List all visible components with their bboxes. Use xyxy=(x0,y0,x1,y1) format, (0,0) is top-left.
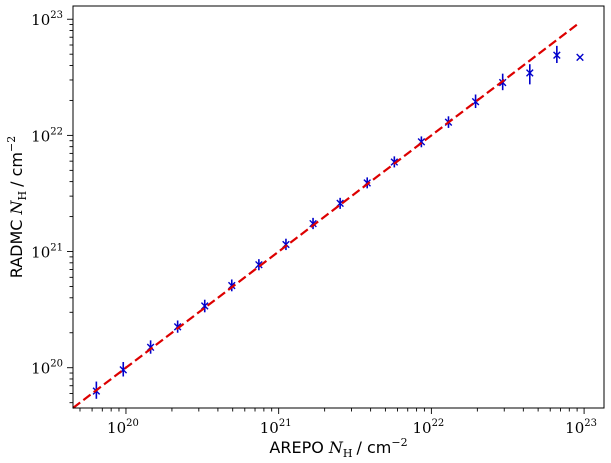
x-tick-label: 1023 xyxy=(565,418,597,437)
y-tick-label-exp: 23 xyxy=(50,10,63,21)
x-tick-label: 1022 xyxy=(412,418,444,437)
x-tick-label-exp: 20 xyxy=(126,418,139,429)
x-tick-label-exp: 21 xyxy=(279,418,292,429)
data-point xyxy=(553,45,561,63)
y-axis-label-unit: cm xyxy=(7,152,26,176)
plot-marks xyxy=(72,21,584,409)
x-axis-label: AREPO NH / cm−2 xyxy=(269,436,407,460)
y-tick-label: 1022 xyxy=(31,126,63,145)
plot-frame xyxy=(72,5,605,409)
y-tick-label-base: 10 xyxy=(31,244,50,262)
point-marker-stroke xyxy=(173,323,182,331)
x-axis-label-unit-exp: −2 xyxy=(391,436,407,449)
y-axis-label: RADMC NH/ cm−2 xyxy=(5,136,29,279)
data-point xyxy=(255,259,263,271)
data-point xyxy=(576,53,584,62)
y-axis-label-subscript: H xyxy=(16,191,29,201)
y-tick-label-base: 10 xyxy=(31,360,50,378)
point-marker-stroke xyxy=(576,53,584,62)
x-tick-label-base: 10 xyxy=(412,419,431,437)
data-point xyxy=(173,320,182,333)
x-tick-label-exp: 22 xyxy=(432,418,445,429)
y-axis-label-prefix: RADMC xyxy=(7,220,26,279)
x-tick-label-base: 10 xyxy=(260,419,279,437)
x-axis-label-subscript: H xyxy=(343,447,353,460)
y-tick-label-exp: 20 xyxy=(50,359,63,370)
axis-ticks xyxy=(67,18,585,414)
y-tick-label: 1021 xyxy=(31,243,63,262)
point-marker-stroke xyxy=(255,260,263,269)
y-tick-label: 1020 xyxy=(31,359,63,378)
y-tick-label-exp: 21 xyxy=(50,243,63,254)
data-point xyxy=(390,156,399,168)
data-point xyxy=(526,64,534,85)
point-marker-stroke xyxy=(526,69,534,77)
x-axis-label-unit: cm xyxy=(367,438,391,457)
one-to-one-dashed-line xyxy=(72,21,581,409)
x-axis-label-prefix: AREPO xyxy=(269,438,323,457)
x-tick-label-base: 10 xyxy=(107,419,126,437)
x-tick-label: 1020 xyxy=(107,418,139,437)
y-axis-label-unit-exp: −2 xyxy=(5,136,18,152)
y-axis-label-symbol: N xyxy=(7,199,26,215)
point-marker-stroke xyxy=(390,158,399,166)
y-tick-label-base: 10 xyxy=(31,11,50,29)
y-tick-label-base: 10 xyxy=(31,127,50,145)
point-marker-stroke xyxy=(553,51,561,60)
x-axis-label-symbol: N xyxy=(328,438,344,457)
y-tick-label-exp: 22 xyxy=(50,126,63,137)
x-tick-label: 1021 xyxy=(260,418,292,437)
x-tick-label-base: 10 xyxy=(565,419,584,437)
y-tick-label: 1023 xyxy=(31,10,63,29)
point-marker-stroke xyxy=(498,78,507,87)
x-tick-label-exp: 23 xyxy=(584,418,597,429)
